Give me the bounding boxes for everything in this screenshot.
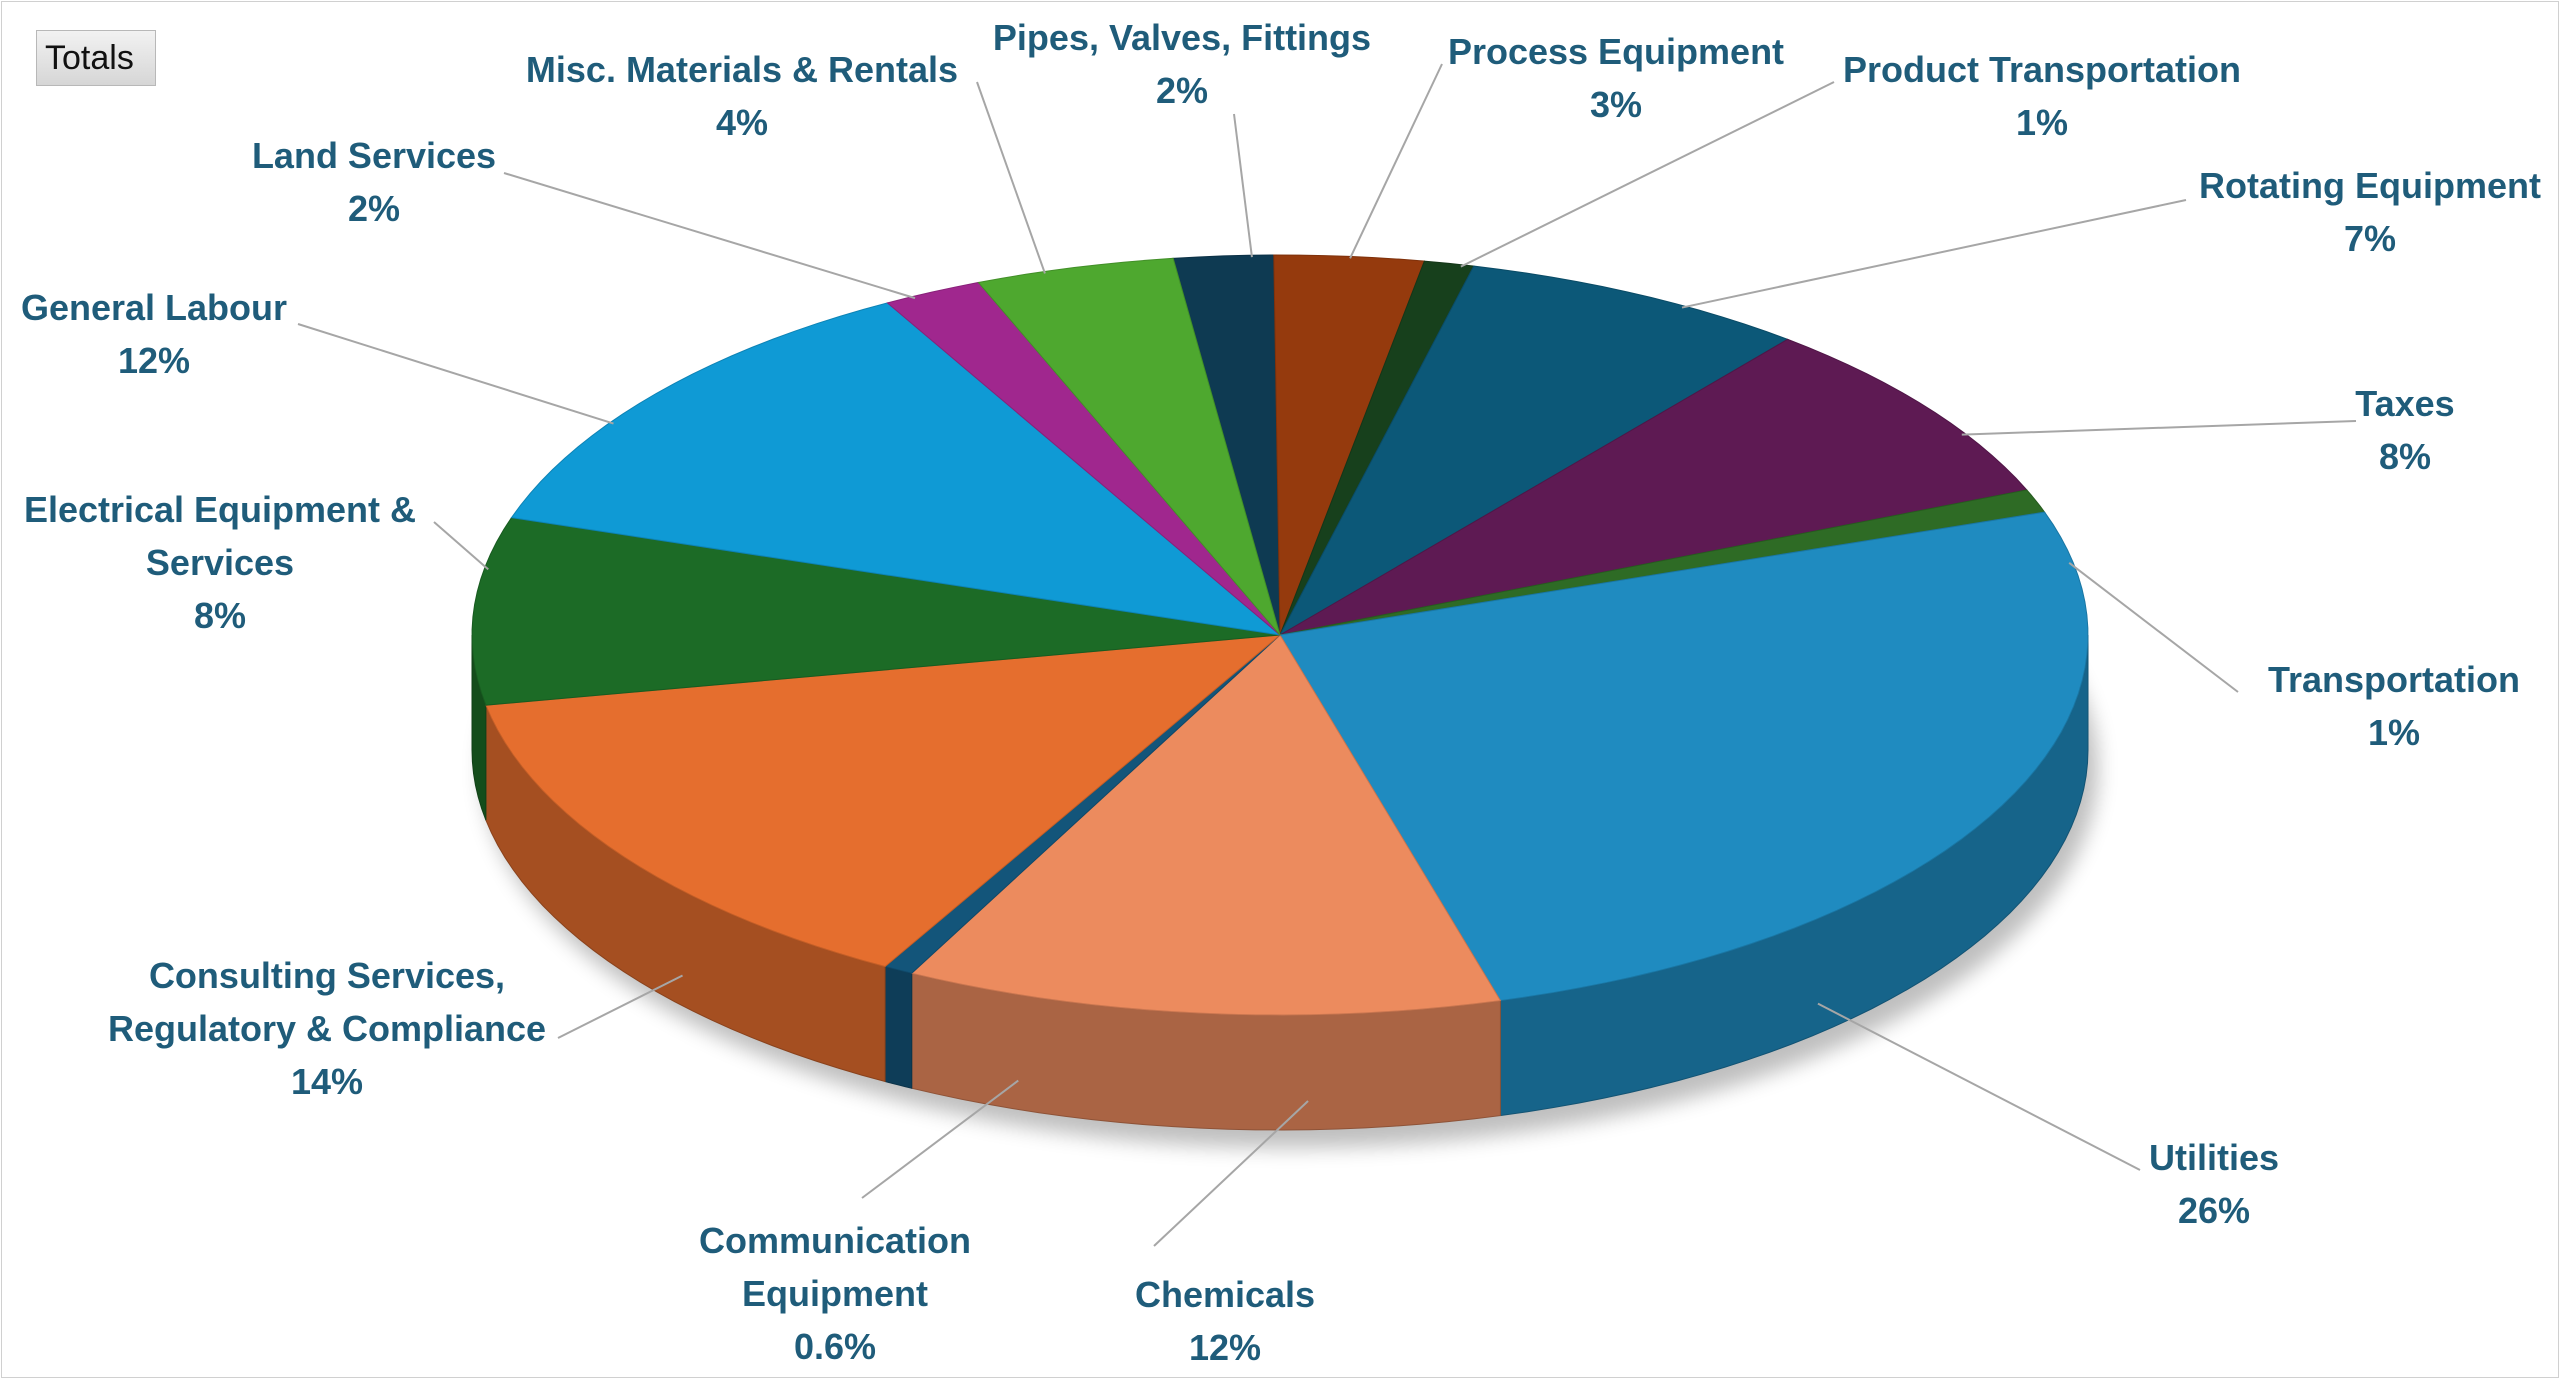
data-label-product-transportation: Product Transportation 1% [1843, 49, 2241, 143]
slice-percent-label: 8% [194, 595, 246, 636]
slice-name-label: Process Equipment [1448, 31, 1784, 72]
leader-line-transportation [2068, 562, 2239, 693]
data-label-general-labour: General Labour 12% [21, 287, 287, 381]
pie-slice-consulting-services-regulatory-compliance[interactable] [485, 634, 1282, 968]
leader-line-land-services [503, 172, 916, 300]
slice-percent-label: 2% [348, 188, 400, 229]
slice-percent-label: 12% [118, 340, 190, 381]
leader-line-utilities [1817, 1002, 2141, 1171]
data-label-transportation: Transportation 1% [2268, 659, 2520, 753]
leader-line-product-transportation [1460, 81, 1835, 268]
slice-percent-label: 7% [2344, 218, 2396, 259]
pie-slice-utilities[interactable] [1279, 511, 2089, 1002]
data-label-electrical-equipment-services: Electrical Equipment & Services 8% [24, 489, 416, 636]
slice-name-label: General Labour [21, 287, 287, 328]
slice-name-label: Taxes [2355, 383, 2454, 424]
leader-line-taxes [1961, 420, 2357, 436]
slice-name-label: Transportation [2268, 659, 2520, 700]
leader-line-rotating-equipment [1681, 199, 2187, 309]
pie-slice-electrical-equipment-services[interactable] [471, 517, 1281, 706]
leader-line-communication-equipment [861, 1079, 1019, 1199]
totals-filter-button[interactable]: Totals [36, 30, 156, 86]
data-label-utilities: Utilities 26% [2149, 1137, 2279, 1231]
pie-slice-taxes[interactable] [1279, 338, 2028, 636]
slice-percent-label: 14% [291, 1061, 363, 1102]
slice-name-label: Equipment [742, 1273, 928, 1314]
slice-name-label: Services [146, 542, 294, 583]
leader-line-consulting-services-regulatory-compliance [557, 974, 683, 1039]
data-label-chemicals: Chemicals 12% [1135, 1274, 1315, 1368]
leader-line-electrical-equipment-services [433, 521, 489, 571]
slice-percent-label: 0.6% [794, 1326, 876, 1367]
slice-percent-label: 8% [2379, 436, 2431, 477]
slice-percent-label: 3% [1590, 84, 1642, 125]
data-label-consulting-services-regulatory-compliance: Consulting Services, Regulatory & Complia… [108, 955, 546, 1102]
slice-percent-label: 1% [2368, 712, 2420, 753]
leader-line-misc-materials-rentals [976, 81, 1046, 274]
data-label-process-equipment: Process Equipment 3% [1448, 31, 1784, 125]
pie-slice-general-labour[interactable] [510, 302, 1282, 636]
slice-percent-label: 12% [1189, 1327, 1261, 1368]
data-label-misc-materials-rentals: Misc. Materials & Rentals 4% [526, 49, 958, 143]
pie-slice-rotating-equipment[interactable] [1278, 265, 1789, 637]
slice-name-label: Consulting Services, [149, 955, 505, 996]
pie-slice-misc-materials-rentals[interactable] [977, 257, 1281, 636]
slice-name-label: Pipes, Valves, Fittings [993, 17, 1371, 58]
slice-percent-label: 26% [2178, 1190, 2250, 1231]
pie-side-communication-equipment [884, 965, 913, 1089]
slice-percent-label: 1% [2016, 102, 2068, 143]
leader-line-chemicals [1153, 1100, 1309, 1247]
slice-name-label: Communication [699, 1220, 971, 1261]
data-label-rotating-equipment: Rotating Equipment 7% [2199, 165, 2541, 259]
slice-percent-label: 2% [1156, 70, 1208, 111]
slice-name-label: Land Services [252, 135, 496, 176]
slice-name-label: Rotating Equipment [2199, 165, 2541, 206]
slice-name-label: Chemicals [1135, 1274, 1315, 1315]
slice-name-label: Utilities [2149, 1137, 2279, 1178]
leader-line-general-labour [297, 323, 614, 425]
slice-name-label: Regulatory & Compliance [108, 1008, 546, 1049]
data-label-pipes-valves-fittings: Pipes, Valves, Fittings 2% [993, 17, 1371, 111]
pie-slice-chemicals[interactable] [910, 634, 1502, 1016]
data-label-taxes: Taxes 8% [2355, 383, 2454, 477]
pie-slice-process-equipment[interactable] [1273, 254, 1426, 636]
data-label-communication-equipment: Communication Equipment 0.6% [699, 1220, 971, 1367]
leader-line-pipes-valves-fittings [1233, 113, 1253, 258]
slice-name-label: Electrical Equipment & [24, 489, 416, 530]
slice-name-label: Product Transportation [1843, 49, 2241, 90]
leader-line-process-equipment [1349, 63, 1443, 259]
slice-name-label: Misc. Materials & Rentals [526, 49, 958, 90]
slice-percent-label: 4% [716, 102, 768, 143]
data-label-land-services: Land Services 2% [252, 135, 496, 229]
